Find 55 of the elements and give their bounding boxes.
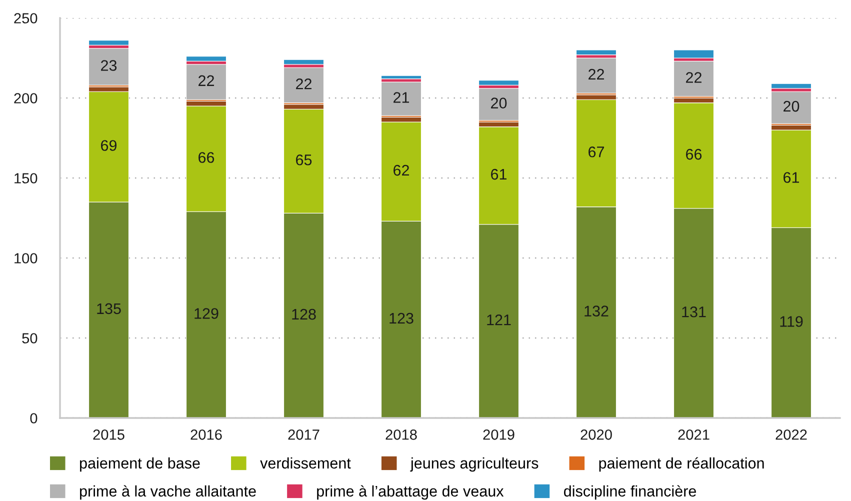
legend-label: discipline financière xyxy=(564,485,696,500)
y-tick-label: 0 xyxy=(30,413,38,424)
bar xyxy=(380,75,422,80)
data-label: 20 xyxy=(784,100,800,112)
data-label: 128 xyxy=(292,308,316,320)
data-label: 66 xyxy=(198,152,214,163)
legend-label: prime à la vache allaitante xyxy=(80,485,256,500)
data-label: 131 xyxy=(682,306,706,318)
bar xyxy=(478,80,520,86)
bar xyxy=(283,59,324,65)
data-label: 121 xyxy=(487,314,511,326)
y-tick-label: 50 xyxy=(22,333,38,344)
data-label: 69 xyxy=(101,140,117,151)
x-tick-label: 2018 xyxy=(386,429,417,440)
bar xyxy=(88,40,130,46)
data-label: 22 xyxy=(588,68,604,80)
bar xyxy=(478,88,520,121)
y-tick-label: 200 xyxy=(14,93,38,104)
data-label: 22 xyxy=(198,75,214,86)
x-tick-label: 2016 xyxy=(190,429,222,440)
bar xyxy=(186,56,227,62)
x-tick-label: 2015 xyxy=(93,429,124,440)
x-tick-label: 2020 xyxy=(580,429,612,440)
y-tick-label: 150 xyxy=(14,173,38,184)
data-label: 22 xyxy=(686,72,702,83)
x-tick-label: 2022 xyxy=(776,429,807,440)
x-tick-label: 2019 xyxy=(483,429,514,440)
bar xyxy=(673,50,714,58)
bar xyxy=(770,83,812,89)
bar xyxy=(673,60,714,97)
x-tick-label: 2021 xyxy=(678,429,710,440)
data-label: 20 xyxy=(491,98,507,108)
y-tick-label: 250 xyxy=(14,13,38,24)
legend-label: prime à l’abattage de veaux xyxy=(317,485,504,500)
legend-label: paiement de réallocation xyxy=(599,457,764,472)
data-label: 67 xyxy=(588,146,604,158)
legend-label: jeunes agriculteurs xyxy=(410,457,538,472)
data-label: 23 xyxy=(101,60,117,71)
data-label: 119 xyxy=(780,316,803,327)
data-label: 62 xyxy=(394,164,409,176)
data-label: 21 xyxy=(394,92,409,103)
data-label: 61 xyxy=(784,172,799,183)
legend-label: paiement de base xyxy=(80,457,200,472)
data-label: 129 xyxy=(194,308,218,319)
data-label: 61 xyxy=(491,168,506,180)
y-tick-label: 100 xyxy=(14,253,38,264)
data-label: 66 xyxy=(686,148,702,160)
bar xyxy=(576,50,617,56)
data-label: 132 xyxy=(584,306,608,316)
x-tick-label: 2017 xyxy=(288,429,320,440)
data-label: 135 xyxy=(97,303,121,314)
data-label: 22 xyxy=(296,78,312,90)
data-label: 65 xyxy=(296,154,312,166)
data-label: 123 xyxy=(390,312,414,324)
legend-label: verdissement xyxy=(260,457,351,469)
